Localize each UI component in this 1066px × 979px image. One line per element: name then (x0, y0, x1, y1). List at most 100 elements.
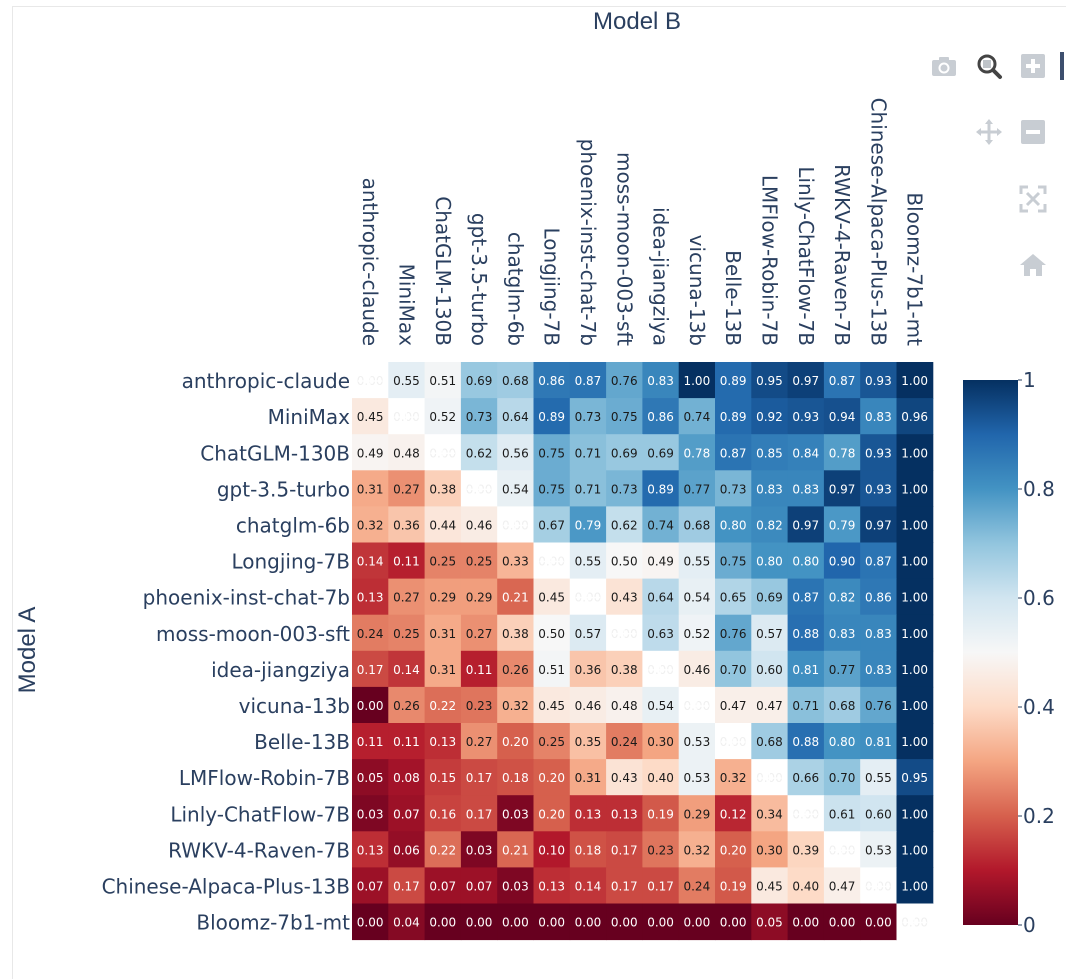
heatmap-cell[interactable] (606, 831, 643, 868)
heatmap-cell[interactable] (823, 723, 861, 760)
heatmap-cell[interactable] (460, 759, 498, 796)
heatmap-cell[interactable] (823, 795, 861, 832)
heatmap-cell[interactable] (460, 650, 498, 688)
heatmap-cell[interactable] (352, 470, 389, 507)
heatmap-cell[interactable] (823, 903, 861, 941)
heatmap-cell[interactable] (424, 578, 462, 616)
heatmap-cell[interactable] (460, 434, 498, 471)
heatmap-cell[interactable] (678, 723, 716, 760)
heatmap-cell[interactable] (569, 362, 607, 399)
heatmap-cell[interactable] (642, 542, 680, 580)
heatmap-cell[interactable] (823, 614, 861, 652)
heatmap-cell[interactable] (642, 795, 680, 832)
heatmap-cell[interactable] (678, 903, 716, 941)
heatmap-cell[interactable] (533, 434, 571, 471)
heatmap-cell[interactable] (606, 434, 643, 471)
reset-axes-icon[interactable] (1018, 250, 1048, 280)
heatmap-cell[interactable] (352, 867, 389, 904)
heatmap-cell[interactable] (678, 470, 716, 507)
heatmap-cell[interactable] (642, 831, 680, 868)
heatmap-cell[interactable] (896, 831, 934, 868)
camera-icon[interactable] (929, 51, 959, 81)
heatmap-cell[interactable] (606, 795, 643, 832)
heatmap-cell[interactable] (352, 506, 389, 543)
heatmap-cell[interactable] (388, 759, 426, 796)
heatmap-cell[interactable] (896, 362, 934, 399)
heatmap-cell[interactable] (787, 831, 825, 868)
heatmap-cell[interactable] (460, 578, 498, 616)
heatmap-cell[interactable] (533, 867, 571, 904)
heatmap-cell[interactable] (860, 650, 897, 688)
heatmap-cell[interactable] (606, 506, 643, 543)
heatmap-cell[interactable] (896, 614, 934, 652)
heatmap-cell[interactable] (352, 759, 389, 796)
heatmap-cell[interactable] (715, 795, 752, 832)
heatmap-cell[interactable] (787, 686, 825, 724)
heatmap-cell[interactable] (715, 398, 752, 435)
heatmap-cell[interactable] (497, 723, 534, 760)
heatmap-cell[interactable] (424, 650, 462, 688)
heatmap-cell[interactable] (787, 867, 825, 904)
heatmap-cell[interactable] (388, 614, 426, 652)
heatmap-cell[interactable] (533, 614, 571, 652)
heatmap-cell[interactable] (606, 686, 643, 724)
heatmap-cell[interactable] (787, 470, 825, 507)
heatmap-cell[interactable] (352, 398, 389, 435)
heatmap-cell[interactable] (388, 795, 426, 832)
heatmap-cell[interactable] (860, 759, 897, 796)
heatmap-cell[interactable] (787, 542, 825, 580)
heatmap-cell[interactable] (388, 434, 426, 471)
heatmap-cell[interactable] (533, 903, 571, 941)
heatmap-cell[interactable] (715, 759, 752, 796)
heatmap-cell[interactable] (751, 578, 789, 616)
heatmap-cell[interactable] (715, 686, 752, 724)
heatmap-cell[interactable] (606, 903, 643, 941)
heatmap-cell[interactable] (787, 614, 825, 652)
heatmap-cell[interactable] (896, 723, 934, 760)
heatmap-cell[interactable] (424, 795, 462, 832)
heatmap-cell[interactable] (860, 723, 897, 760)
heatmap-cell[interactable] (787, 903, 825, 941)
heatmap-cell[interactable] (388, 867, 426, 904)
heatmap-cell[interactable] (787, 506, 825, 543)
heatmap-cell[interactable] (533, 759, 571, 796)
heatmap-cell[interactable] (751, 470, 789, 507)
heatmap-cell[interactable] (497, 759, 534, 796)
heatmap-cell[interactable] (424, 470, 462, 507)
heatmap-cell[interactable] (896, 398, 934, 435)
heatmap-cell[interactable] (678, 434, 716, 471)
heatmap-cell[interactable] (497, 434, 534, 471)
heatmap-cell[interactable] (896, 470, 934, 507)
heatmap-cell[interactable] (424, 831, 462, 868)
heatmap-cell[interactable] (497, 542, 534, 580)
heatmap-cell[interactable] (352, 686, 389, 724)
heatmap-cell[interactable] (352, 542, 389, 580)
heatmap-cell[interactable] (751, 434, 789, 471)
heatmap-cell[interactable] (533, 362, 571, 399)
heatmap-cell[interactable] (751, 867, 789, 904)
heatmap-cell[interactable] (787, 362, 825, 399)
heatmap-cell[interactable] (569, 434, 607, 471)
heatmap-cell[interactable] (569, 867, 607, 904)
heatmap-cell[interactable] (823, 542, 861, 580)
heatmap-cell[interactable] (823, 398, 861, 435)
heatmap-cell[interactable] (533, 506, 571, 543)
heatmap-cell[interactable] (497, 362, 534, 399)
heatmap-cell[interactable] (424, 542, 462, 580)
heatmap-cell[interactable] (352, 650, 389, 688)
heatmap-cell[interactable] (569, 614, 607, 652)
heatmap-cell[interactable] (460, 723, 498, 760)
heatmap-cell[interactable] (606, 759, 643, 796)
heatmap-cell[interactable] (715, 506, 752, 543)
heatmap-cell[interactable] (642, 903, 680, 941)
heatmap-cell[interactable] (569, 542, 607, 580)
pan-icon[interactable] (974, 117, 1004, 147)
heatmap-cell[interactable] (497, 614, 534, 652)
heatmap-cell[interactable] (823, 686, 861, 724)
zoom-in-icon[interactable] (1018, 51, 1048, 81)
heatmap-cell[interactable] (533, 723, 571, 760)
heatmap-cell[interactable] (896, 578, 934, 616)
heatmap-cell[interactable] (352, 723, 389, 760)
heatmap-cell[interactable] (642, 867, 680, 904)
heatmap-cell[interactable] (896, 795, 934, 832)
